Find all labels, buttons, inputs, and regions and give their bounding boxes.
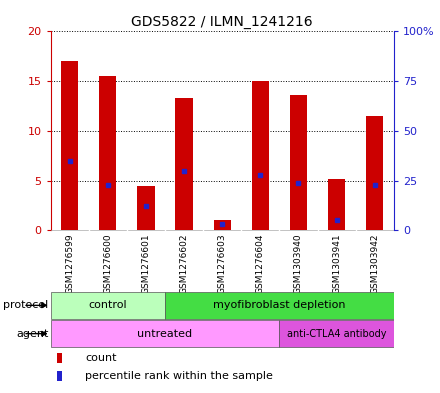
Bar <box>137 185 154 230</box>
Bar <box>290 95 307 230</box>
Bar <box>61 61 78 230</box>
Text: GSM1303942: GSM1303942 <box>370 233 379 294</box>
Text: count: count <box>85 353 117 363</box>
Text: GSM1303940: GSM1303940 <box>294 233 303 294</box>
Bar <box>252 81 269 230</box>
Bar <box>99 76 117 230</box>
Text: agent: agent <box>16 329 48 339</box>
Text: GSM1276602: GSM1276602 <box>180 233 189 294</box>
Bar <box>328 178 345 230</box>
Text: GSM1303941: GSM1303941 <box>332 233 341 294</box>
Bar <box>58 353 62 364</box>
Text: percentile rank within the sample: percentile rank within the sample <box>85 371 273 381</box>
Text: GSM1276601: GSM1276601 <box>141 233 150 294</box>
Text: control: control <box>88 300 127 310</box>
Bar <box>279 320 394 347</box>
Bar <box>214 220 231 230</box>
Bar <box>165 292 394 319</box>
Bar <box>58 371 62 381</box>
Bar <box>176 98 193 230</box>
Bar <box>51 292 165 319</box>
Text: GSM1276600: GSM1276600 <box>103 233 112 294</box>
Text: GSM1276599: GSM1276599 <box>65 233 74 294</box>
Text: GSM1276603: GSM1276603 <box>218 233 227 294</box>
Text: GSM1276604: GSM1276604 <box>256 233 265 294</box>
Text: untreated: untreated <box>137 329 193 339</box>
Text: anti-CTLA4 antibody: anti-CTLA4 antibody <box>287 329 386 339</box>
Title: GDS5822 / ILMN_1241216: GDS5822 / ILMN_1241216 <box>132 15 313 29</box>
Bar <box>51 320 279 347</box>
Text: protocol: protocol <box>3 300 48 310</box>
Text: myofibroblast depletion: myofibroblast depletion <box>213 300 346 310</box>
Bar <box>366 116 383 230</box>
